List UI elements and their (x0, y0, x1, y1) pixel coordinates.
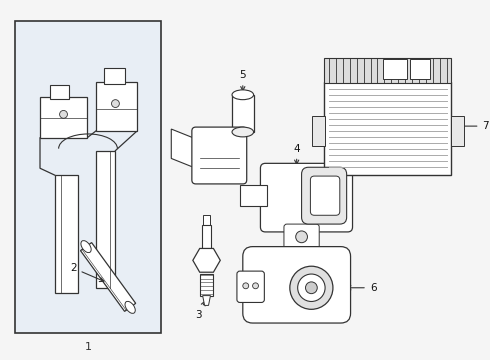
Text: 5: 5 (240, 70, 246, 91)
Bar (96, 150, 116, 288)
Bar (202, 225, 212, 259)
Ellipse shape (125, 301, 135, 313)
Circle shape (305, 282, 317, 294)
Bar (15, 21, 162, 333)
FancyBboxPatch shape (40, 97, 87, 138)
Circle shape (295, 231, 307, 243)
FancyBboxPatch shape (237, 271, 264, 302)
Ellipse shape (232, 90, 254, 100)
Bar (232, 95, 254, 132)
Circle shape (243, 283, 249, 289)
Circle shape (253, 283, 259, 289)
Text: 7: 7 (456, 121, 489, 131)
FancyBboxPatch shape (96, 82, 137, 131)
Bar (203, 215, 211, 225)
Bar (104, 68, 125, 84)
Text: 1: 1 (84, 342, 92, 352)
Polygon shape (193, 248, 220, 272)
FancyBboxPatch shape (284, 224, 319, 249)
Bar (324, 82, 451, 175)
Bar (383, 59, 407, 79)
Polygon shape (203, 296, 211, 305)
FancyBboxPatch shape (243, 247, 350, 323)
FancyBboxPatch shape (261, 163, 352, 232)
Bar (312, 116, 325, 146)
Circle shape (112, 100, 120, 108)
Text: 2: 2 (70, 263, 104, 282)
Bar (410, 59, 430, 79)
Circle shape (60, 111, 68, 118)
Bar (451, 116, 464, 146)
Text: 3: 3 (196, 301, 205, 320)
Polygon shape (172, 129, 196, 168)
Bar (50, 85, 70, 99)
Bar (55, 175, 78, 293)
Ellipse shape (81, 240, 91, 253)
Bar (240, 185, 267, 206)
Text: 4: 4 (294, 144, 300, 164)
Circle shape (297, 274, 325, 301)
Bar (200, 274, 214, 296)
Circle shape (290, 266, 333, 309)
Text: 6: 6 (347, 283, 376, 293)
FancyBboxPatch shape (192, 127, 247, 184)
FancyBboxPatch shape (301, 167, 346, 224)
Polygon shape (80, 243, 136, 311)
Ellipse shape (232, 127, 254, 137)
FancyBboxPatch shape (310, 176, 340, 215)
Bar (324, 58, 451, 83)
